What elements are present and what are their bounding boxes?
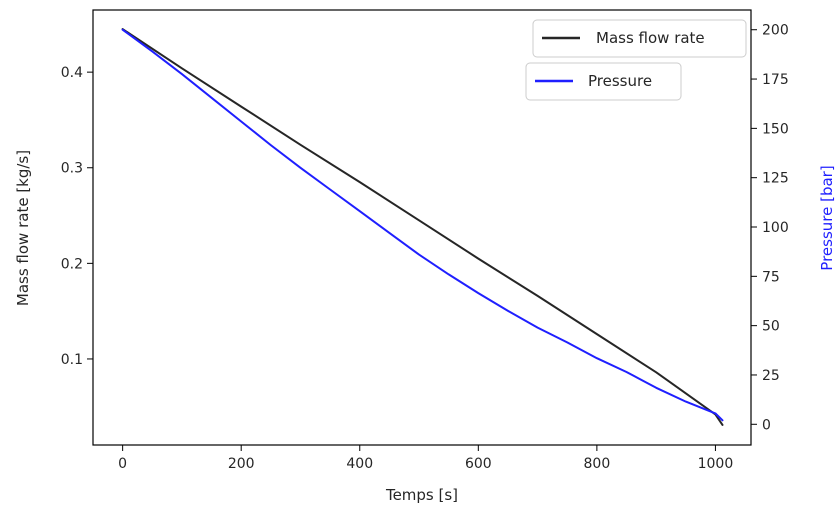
y-axis-left-label: Mass flow rate [kg/s] [14,150,32,306]
y-right-tick-label: 150 [762,121,789,137]
legend-pressure-label: Pressure [588,72,652,90]
x-tick-label: 600 [465,456,492,472]
legend-pressure: Pressure [525,62,682,101]
y-right-tick-label: 25 [762,368,780,384]
x-tick-label: 200 [228,456,255,472]
legend-mass-flow-box [532,19,747,58]
y-right-tick-label: 0 [762,417,771,433]
series-layer [121,28,724,426]
y-right-tick-label: 175 [762,72,789,88]
legend-mass-flow: Mass flow rate [532,19,747,58]
y-left-tick-label: 0.1 [61,352,83,368]
y-left-tick-label: 0.2 [61,256,83,272]
pressure-line [121,28,724,422]
y-left-tick-label: 0.3 [61,161,83,177]
y-axis-right-label: Pressure [bar] [818,165,836,270]
y-axis-right-ticks: 0 25 50 75 100 125 150 175 200 [751,23,789,433]
plot-frame [92,9,752,446]
x-tick-label: 800 [584,456,611,472]
y-right-tick-label: 125 [762,171,789,187]
x-axis-label: Temps [s] [385,486,458,504]
x-axis-ticks: 0 200 400 600 800 1000 [118,445,733,472]
y-left-tick-label: 0.4 [61,65,83,81]
y-right-tick-label: 100 [762,220,789,236]
legend-mass-flow-label: Mass flow rate [596,29,705,47]
y-right-tick-label: 200 [762,23,789,39]
x-tick-label: 0 [118,456,127,472]
x-tick-label: 1000 [698,456,734,472]
legend-pressure-box [525,62,682,101]
y-right-tick-label: 50 [762,319,780,335]
y-right-tick-label: 75 [762,269,780,285]
x-tick-label: 400 [346,456,373,472]
y-axis-left-ticks: 0.1 0.2 0.3 0.4 [61,65,93,368]
mass-flow-line [121,28,724,426]
